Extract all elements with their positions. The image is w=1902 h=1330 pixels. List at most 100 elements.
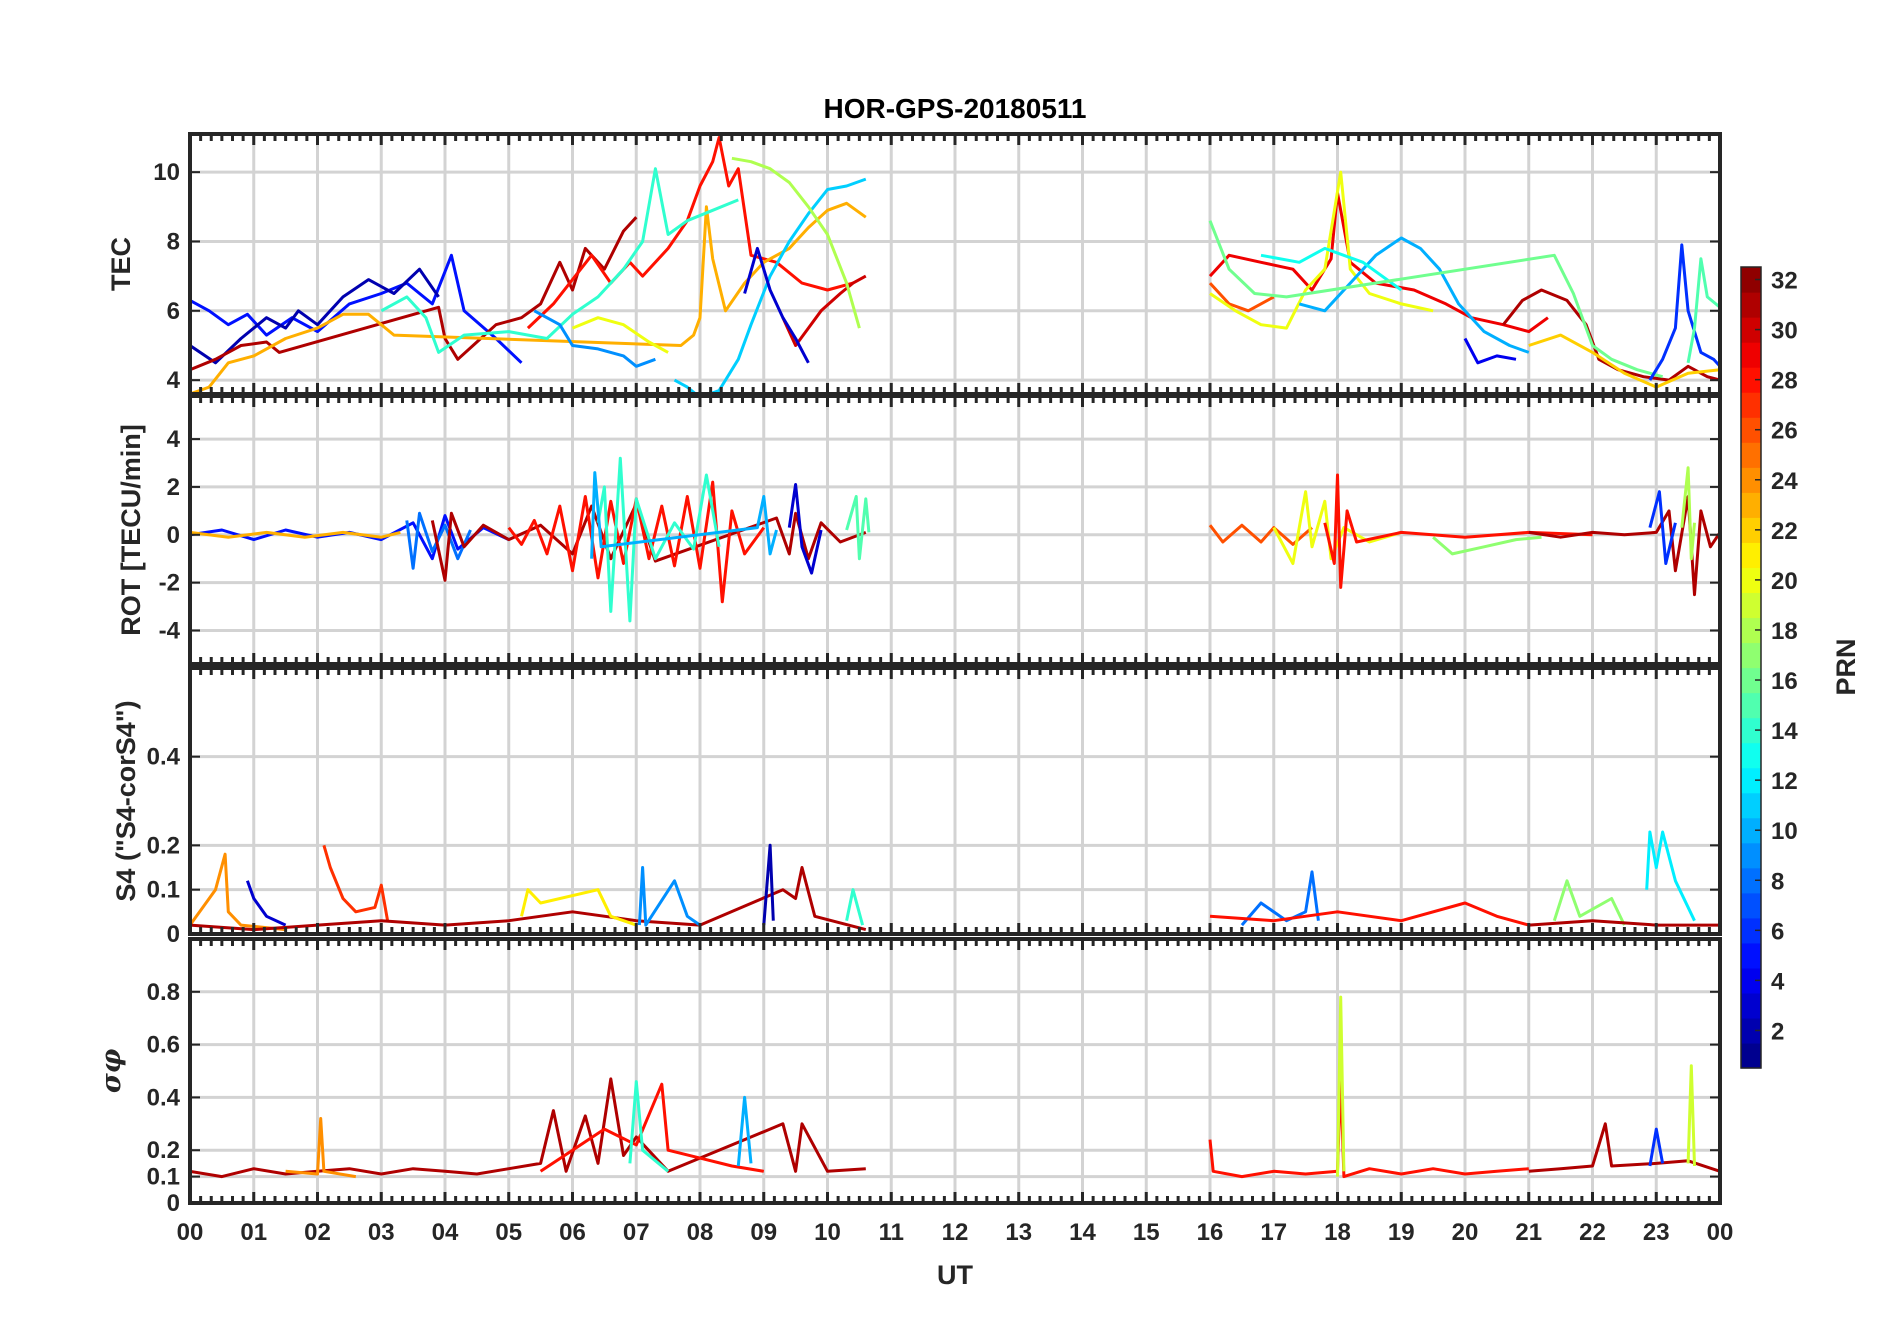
series-prn-14 (628, 1080, 670, 1173)
colorbar-tick-label: 32 (1771, 268, 1798, 295)
colorbar-level-12 (1741, 767, 1761, 794)
y-axis-label: TEC (106, 237, 136, 291)
x-tick-label: 08 (687, 1219, 714, 1246)
series-prn-6 (1648, 1127, 1665, 1167)
colorbar-level-23 (1741, 492, 1761, 518)
series-prn-9 (637, 866, 701, 927)
series-prn-3 (245, 880, 287, 927)
colorbar-level-27 (1741, 392, 1761, 418)
x-tick-label: 13 (1005, 1219, 1032, 1246)
series-prn-20 (571, 316, 669, 354)
y-tick-label: 0.8 (147, 979, 180, 1006)
axes-frame (188, 394, 1722, 666)
y-tick-label: 0.1 (147, 877, 180, 904)
series-group (190, 456, 1720, 623)
x-tick-label: 04 (432, 1219, 459, 1246)
x-tick-label: 00 (177, 1219, 204, 1246)
colorbar-label: PRN (1831, 638, 1861, 695)
series-prn-31 (430, 502, 867, 582)
x-tick-label: 14 (1069, 1219, 1096, 1246)
x-tick-label: 03 (368, 1219, 395, 1246)
colorbar-level-1 (1741, 1042, 1761, 1069)
x-tick-label: 10 (814, 1219, 841, 1246)
x-tick-label: 23 (1643, 1219, 1670, 1246)
series-prn-10 (590, 471, 778, 559)
series-group (190, 830, 1720, 932)
x-tick-label: 20 (1452, 1219, 1479, 1246)
y-tick-label: 6 (167, 298, 180, 325)
series-prn-15 (845, 495, 871, 561)
colorbar-level-25 (1741, 442, 1761, 468)
y-tick-label: 4 (167, 367, 181, 394)
colorbar-level-14 (1741, 717, 1761, 744)
series-prn-27 (322, 844, 390, 921)
series-prn-17 (1552, 879, 1626, 926)
y-axis-label: σφ (96, 1048, 127, 1093)
colorbar-tick-label: 4 (1771, 968, 1785, 995)
colorbar-level-5 (1741, 942, 1761, 969)
colorbar-level-16 (1741, 667, 1761, 694)
y-tick-label: 10 (153, 159, 180, 186)
colorbar-level-29 (1741, 342, 1761, 368)
colorbar-tick-label: 16 (1771, 668, 1798, 695)
colorbar-tick-label: 18 (1771, 618, 1798, 645)
series-prn-19 (1336, 995, 1346, 1177)
x-tick-label: 12 (942, 1219, 969, 1246)
colorbar-level-30 (1741, 317, 1761, 343)
y-tick-label: 8 (167, 228, 180, 255)
x-tick-label: 18 (1324, 1219, 1351, 1246)
y-tick-label: 0.4 (147, 1084, 181, 1111)
axes-frame (188, 666, 1722, 936)
colorbar-tick-label: 30 (1771, 318, 1798, 345)
series-prn-5 (190, 253, 523, 364)
series-prn-9 (533, 309, 656, 368)
colorbar-tick-label: 2 (1771, 1018, 1784, 1045)
y-tick-label: 0.1 (147, 1164, 180, 1191)
y-tick-label: 0 (167, 1190, 180, 1217)
x-axis-label: UT (937, 1260, 973, 1290)
colorbar-level-22 (1741, 517, 1761, 543)
x-tick-label: 07 (623, 1219, 650, 1246)
series-prn-18 (1680, 466, 1696, 561)
colorbar-level-9 (1741, 842, 1761, 869)
colorbar-level-19 (1741, 592, 1761, 619)
panel-s4: 0 0.1 0.2 0.4S4 ("S4-corS4") (111, 666, 1722, 948)
colorbar-level-31 (1741, 292, 1761, 318)
x-tick-labels: 00 01 02 03 04 05 06 07 08 09 10 11 12 13 14 15 16 17 18 19… (177, 1219, 1734, 1246)
x-tick-label: 16 (1197, 1219, 1224, 1246)
series-prn-24 (285, 1117, 357, 1179)
x-tick-label: 15 (1133, 1219, 1160, 1246)
series-prn-17 (1432, 535, 1542, 556)
x-tick-label: 06 (559, 1219, 586, 1246)
y-tick-label: 0.2 (147, 832, 180, 859)
series-prn-22 (1528, 333, 1720, 389)
chart-title: HOR-GPS-20180511 (823, 93, 1086, 124)
series-prn-12 (1645, 830, 1696, 922)
colorbar-level-10 (1741, 817, 1761, 844)
x-tick-label: 01 (240, 1219, 267, 1246)
series-prn-6 (1648, 490, 1677, 565)
series-prn-3 (743, 246, 810, 364)
series-prn-18 (731, 156, 861, 329)
panel-rot: -4 -2 0 2 4 ROT [TECU/min] (116, 394, 1722, 666)
colorbar-level-28 (1741, 367, 1761, 393)
series-prn-23 (190, 201, 867, 394)
x-tick-label: 19 (1388, 1219, 1415, 1246)
y-tick-label: 0.6 (147, 1032, 180, 1059)
colorbar-level-32 (1741, 267, 1761, 293)
y-tick-label: 0 (167, 921, 180, 948)
y-axis-label: S4 ("S4-corS4") (111, 700, 141, 901)
series-group (190, 995, 1720, 1179)
colorbar-level-18 (1741, 617, 1761, 644)
colorbar-tick-label: 12 (1771, 768, 1798, 795)
series-prn-19 (1686, 1064, 1696, 1167)
series-prn-8 (405, 511, 472, 570)
colorbar-tick-label: 14 (1771, 718, 1798, 745)
series-prn-10 (1298, 236, 1530, 354)
series-prn-26 (1208, 282, 1275, 313)
y-tick-label: 0.4 (147, 744, 181, 771)
series-prn-6 (1648, 243, 1720, 381)
colorbar-level-11 (1741, 792, 1761, 819)
series-prn-31 (1528, 1122, 1720, 1173)
y-tick-label: 0 (167, 522, 180, 549)
